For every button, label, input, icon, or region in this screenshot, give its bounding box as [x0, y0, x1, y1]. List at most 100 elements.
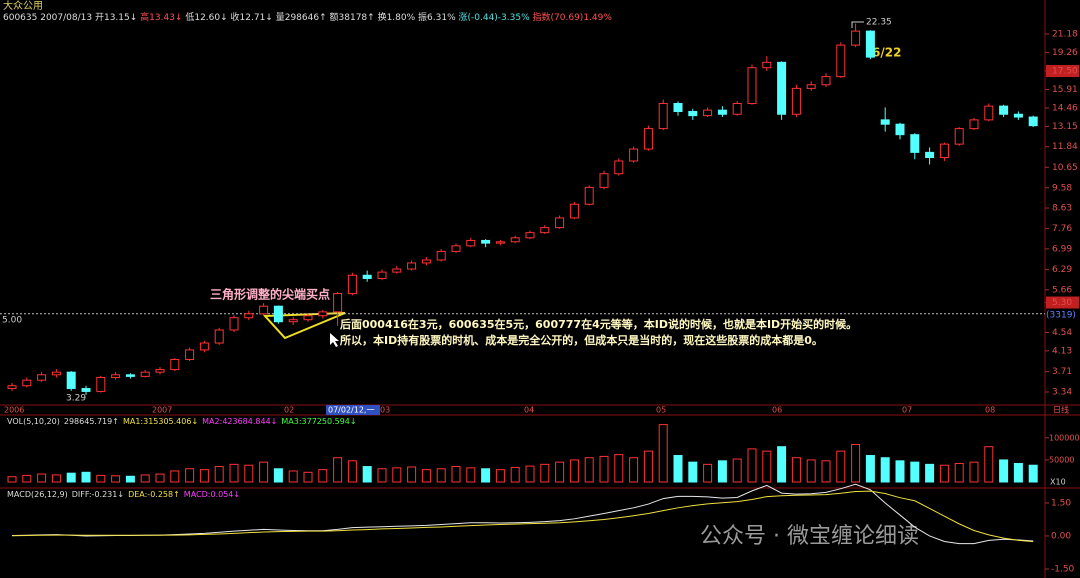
- y-tick-label: 6.99: [1052, 244, 1072, 254]
- time-label: 2006: [4, 406, 24, 415]
- triangle: [262, 312, 346, 340]
- volume-bar: [244, 464, 254, 483]
- volume: 量298646↑: [276, 12, 327, 23]
- candle-body: [81, 388, 91, 392]
- turnover: 换1.80%: [378, 11, 416, 23]
- macd-header: MACD(26,12,9) DIFF:-0.231↓ DEA:-0.258↑ MACD…: [7, 490, 240, 499]
- candle-body: [66, 371, 76, 390]
- volume-header-item: MA2:423684.844↓: [202, 417, 277, 426]
- candle-body: [22, 379, 32, 387]
- y-tick-label: 9.58: [1052, 183, 1072, 193]
- candle-body: [407, 262, 417, 270]
- volume-bar: [155, 473, 165, 483]
- volume-bar: [703, 463, 713, 483]
- candle-body: [96, 376, 106, 392]
- volume-bar: [791, 457, 801, 483]
- volume-bar: [555, 461, 565, 483]
- volume-bar: [851, 443, 861, 483]
- candle-body: [185, 349, 195, 360]
- volume-bar: [421, 469, 431, 483]
- candle-body: [762, 61, 772, 69]
- candle-body: [244, 313, 254, 319]
- volume-bar: [495, 469, 505, 483]
- candle-body: [925, 151, 935, 159]
- candle-body: [658, 102, 668, 130]
- volume-bar: [481, 468, 491, 483]
- volume-bar: [673, 455, 683, 483]
- high-pointer: [851, 21, 864, 28]
- candle-body: [362, 274, 372, 279]
- candle-body: [199, 342, 209, 351]
- y-tick-label: 5.30: [1052, 298, 1072, 308]
- volume-bar: [81, 471, 91, 483]
- open: 开13.15↓: [95, 12, 137, 23]
- amplitude: 振6.31%: [418, 11, 456, 23]
- candle-body: [318, 311, 328, 317]
- volume-bar: [806, 459, 816, 483]
- candle-body: [451, 245, 461, 252]
- candle-body: [303, 315, 313, 321]
- y-tick-label: 17.50: [1052, 67, 1078, 77]
- candle-body: [125, 374, 135, 377]
- volume-bar: [333, 457, 343, 483]
- candle-body: [155, 369, 165, 373]
- candle-body: [717, 109, 727, 115]
- candle-body: [939, 143, 949, 159]
- candle-body: [229, 317, 239, 331]
- volume-bar: [66, 472, 76, 483]
- candle-body: [481, 239, 491, 244]
- macd-header-item: DIFF:-0.231↓: [72, 490, 124, 499]
- volume-bar: [7, 476, 17, 483]
- volume-bar: [540, 463, 550, 483]
- volume-bar: [614, 454, 624, 483]
- volume-bar: [140, 474, 150, 483]
- candle-body: [540, 227, 550, 234]
- candle-body: [1028, 116, 1038, 127]
- candle-body: [466, 239, 476, 247]
- y-tick-label: 10.65: [1052, 163, 1078, 173]
- time-label: 07: [902, 406, 912, 415]
- candle-body: [969, 119, 979, 130]
- extra-label: (3319): [1046, 311, 1076, 321]
- candle-body: [880, 119, 890, 125]
- candle-body: [614, 160, 624, 175]
- candle-body: [214, 329, 224, 344]
- candle-body: [569, 203, 579, 219]
- volume-bar: [599, 455, 609, 483]
- volume-bar: [984, 446, 994, 483]
- volume-bar: [51, 474, 61, 483]
- volume-bar: [199, 469, 209, 483]
- volume-bar: [629, 457, 639, 483]
- candle-body: [170, 358, 180, 371]
- candle-body: [954, 128, 964, 145]
- volume-bar: [1013, 462, 1023, 483]
- candle-body: [688, 111, 698, 117]
- candle-body: [703, 109, 713, 117]
- time-label: 03: [380, 406, 390, 415]
- macd-header-item: MACD(26,12,9): [7, 490, 68, 499]
- volume-bar: [925, 463, 935, 483]
- volume-bar: [407, 466, 417, 483]
- candle-body: [392, 268, 402, 273]
- volume-bar: [762, 450, 772, 483]
- volume-bar: [777, 446, 787, 483]
- triangle-note: 三角形调整的尖端买点: [210, 287, 330, 302]
- y-tick-label: 8.63: [1052, 204, 1072, 214]
- candle-body: [555, 217, 565, 229]
- candle-body: [629, 148, 639, 162]
- volume-bar: [584, 457, 594, 483]
- time-label: 05: [656, 406, 666, 415]
- time-highlight: [326, 405, 380, 415]
- volume-bar: [303, 471, 313, 483]
- candle-body: [377, 271, 387, 279]
- volume-bar: [999, 459, 1009, 483]
- volume-bar: [569, 459, 579, 483]
- macd-header-item: MACD:0.054↓: [184, 490, 240, 499]
- volume-bar: [466, 467, 476, 483]
- tick-highlight: [1046, 296, 1079, 309]
- y-tick-label: 6.29: [1052, 265, 1072, 275]
- volume-bar: [954, 462, 964, 483]
- candle-body: [37, 374, 47, 381]
- volume-bar: [347, 460, 357, 483]
